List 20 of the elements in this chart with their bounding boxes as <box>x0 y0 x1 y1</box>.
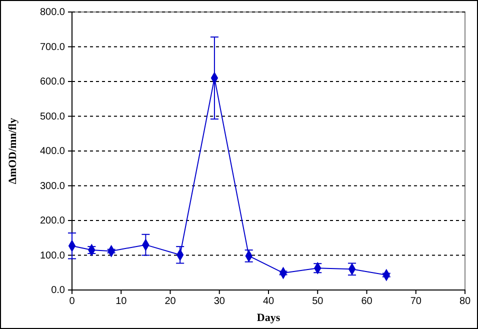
x-tick-label: 50 <box>312 296 324 308</box>
y-axis-title: ΔmOD/mn/fly <box>7 117 19 184</box>
x-tick-label: 60 <box>361 296 373 308</box>
y-tick-label: 0.0 <box>51 285 66 296</box>
x-axis-title: Days <box>256 312 281 324</box>
y-tick-label: 800.0 <box>40 7 66 18</box>
x-tick-label: 10 <box>116 296 128 308</box>
x-tick-label: 80 <box>459 296 471 308</box>
x-tick-label: 0 <box>69 296 76 308</box>
x-tick-label: 70 <box>410 296 422 308</box>
x-tick-label: 40 <box>262 296 274 308</box>
y-tick-label: 100.0 <box>40 250 66 262</box>
y-tick-label: 400.0 <box>40 146 66 158</box>
x-tick-label: 20 <box>164 296 176 308</box>
y-tick-label: 600.0 <box>40 76 66 88</box>
y-tick-label: 200.0 <box>40 216 66 227</box>
y-tick-label: 300.0 <box>40 180 66 192</box>
x-tick-label: 30 <box>214 296 226 308</box>
y-tick-label: 500.0 <box>40 111 66 122</box>
y-tick-label: 700.0 <box>40 42 66 53</box>
